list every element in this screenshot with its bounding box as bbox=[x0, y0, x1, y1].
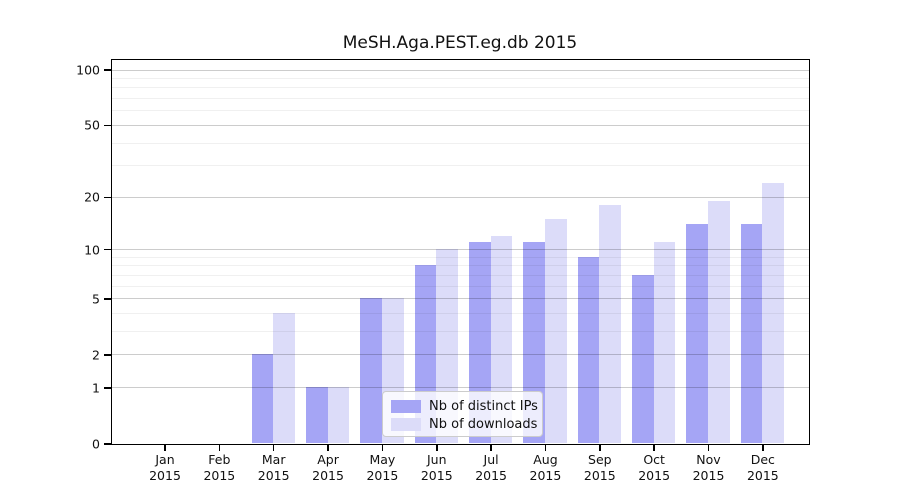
x-tick bbox=[164, 445, 166, 451]
gridline-major bbox=[112, 69, 809, 71]
legend-item: Nb of downloads bbox=[391, 415, 538, 433]
legend-swatch-distinct-ips bbox=[391, 399, 421, 413]
x-tick-label: Dec 2015 bbox=[746, 452, 779, 483]
legend-label: Nb of downloads bbox=[429, 416, 538, 432]
y-tick-label: 5 bbox=[92, 291, 100, 307]
gridline-major bbox=[112, 196, 809, 198]
y-tick bbox=[104, 387, 111, 389]
bar-distinct-ips bbox=[631, 274, 654, 443]
x-tick-label: Jun 2015 bbox=[420, 452, 453, 483]
chart-title: MeSH.Aga.PEST.eg.db 2015 bbox=[342, 33, 578, 53]
gridline-minor bbox=[112, 87, 809, 89]
y-tick bbox=[104, 196, 111, 199]
y-tick bbox=[104, 124, 111, 127]
gridline-major bbox=[112, 298, 809, 300]
x-tick-label: Feb 2015 bbox=[203, 452, 236, 483]
x-tick-label: May 2015 bbox=[366, 452, 399, 483]
y-tick-label: 20 bbox=[84, 189, 100, 205]
x-tick bbox=[544, 445, 547, 451]
x-tick bbox=[653, 445, 655, 451]
x-tick bbox=[599, 445, 601, 451]
y-tick bbox=[104, 248, 111, 251]
gridline-minor bbox=[112, 165, 809, 167]
gridline-minor bbox=[112, 313, 809, 315]
gridline-minor bbox=[112, 110, 809, 112]
gridline-minor bbox=[112, 256, 809, 258]
legend: Nb of distinct IPs Nb of downloads bbox=[382, 391, 543, 437]
bar-distinct-ips bbox=[251, 354, 274, 443]
gridline-major bbox=[112, 124, 809, 126]
bar-downloads bbox=[327, 387, 350, 443]
y-tick-label: 100 bbox=[76, 62, 100, 78]
x-tick-label: Oct 2015 bbox=[638, 452, 671, 483]
x-tick-label: Apr 2015 bbox=[312, 452, 344, 483]
gridline-minor bbox=[112, 98, 809, 100]
gridline-minor bbox=[112, 331, 809, 333]
bar-distinct-ips bbox=[686, 224, 708, 443]
gridline-minor bbox=[112, 265, 809, 267]
x-tick-label: Aug 2015 bbox=[529, 452, 562, 483]
bar-distinct-ips bbox=[360, 298, 382, 443]
bar-distinct-ips bbox=[740, 224, 763, 443]
bar-downloads bbox=[708, 200, 730, 443]
legend-item: Nb of distinct IPs bbox=[391, 397, 538, 415]
y-tick bbox=[104, 298, 111, 300]
x-tick-label: Jan 2015 bbox=[149, 452, 181, 483]
x-tick bbox=[436, 445, 438, 451]
gridline-minor bbox=[112, 274, 809, 276]
y-tick-label: 10 bbox=[84, 242, 100, 258]
gridline-major bbox=[112, 354, 809, 356]
gridline-minor bbox=[112, 285, 809, 287]
bar-downloads bbox=[273, 313, 295, 443]
bar-distinct-ips bbox=[577, 256, 600, 443]
legend-label: Nb of distinct IPs bbox=[429, 398, 538, 414]
y-tick bbox=[104, 69, 111, 71]
x-tick bbox=[490, 445, 492, 451]
y-tick bbox=[104, 443, 111, 445]
x-tick bbox=[707, 445, 710, 451]
x-tick-label: Jul 2015 bbox=[475, 452, 507, 483]
gridline-minor bbox=[112, 142, 809, 144]
y-tick-label: 1 bbox=[92, 380, 100, 396]
x-tick bbox=[381, 445, 384, 451]
y-tick-label: 50 bbox=[84, 117, 100, 133]
y-tick bbox=[104, 354, 111, 356]
x-tick bbox=[272, 445, 275, 451]
grid-layer bbox=[112, 60, 809, 444]
bar-downloads bbox=[653, 242, 676, 443]
x-tick-label: Mar 2015 bbox=[257, 452, 290, 483]
bar-downloads bbox=[544, 218, 567, 443]
gridline-major bbox=[112, 387, 809, 389]
x-tick bbox=[327, 445, 329, 451]
gridline-major bbox=[112, 249, 809, 251]
bar-distinct-ips bbox=[305, 387, 328, 443]
x-tick bbox=[218, 445, 221, 451]
bar-downloads bbox=[762, 182, 785, 443]
x-tick bbox=[762, 445, 764, 451]
x-tick-label: Nov 2015 bbox=[692, 452, 725, 483]
bar-downloads bbox=[599, 204, 621, 443]
y-tick-label: 0 bbox=[92, 436, 100, 452]
y-tick-label: 2 bbox=[92, 347, 100, 363]
gridline-minor bbox=[112, 77, 809, 79]
x-tick-label: Sep 2015 bbox=[583, 452, 616, 483]
legend-swatch-downloads bbox=[391, 417, 421, 431]
